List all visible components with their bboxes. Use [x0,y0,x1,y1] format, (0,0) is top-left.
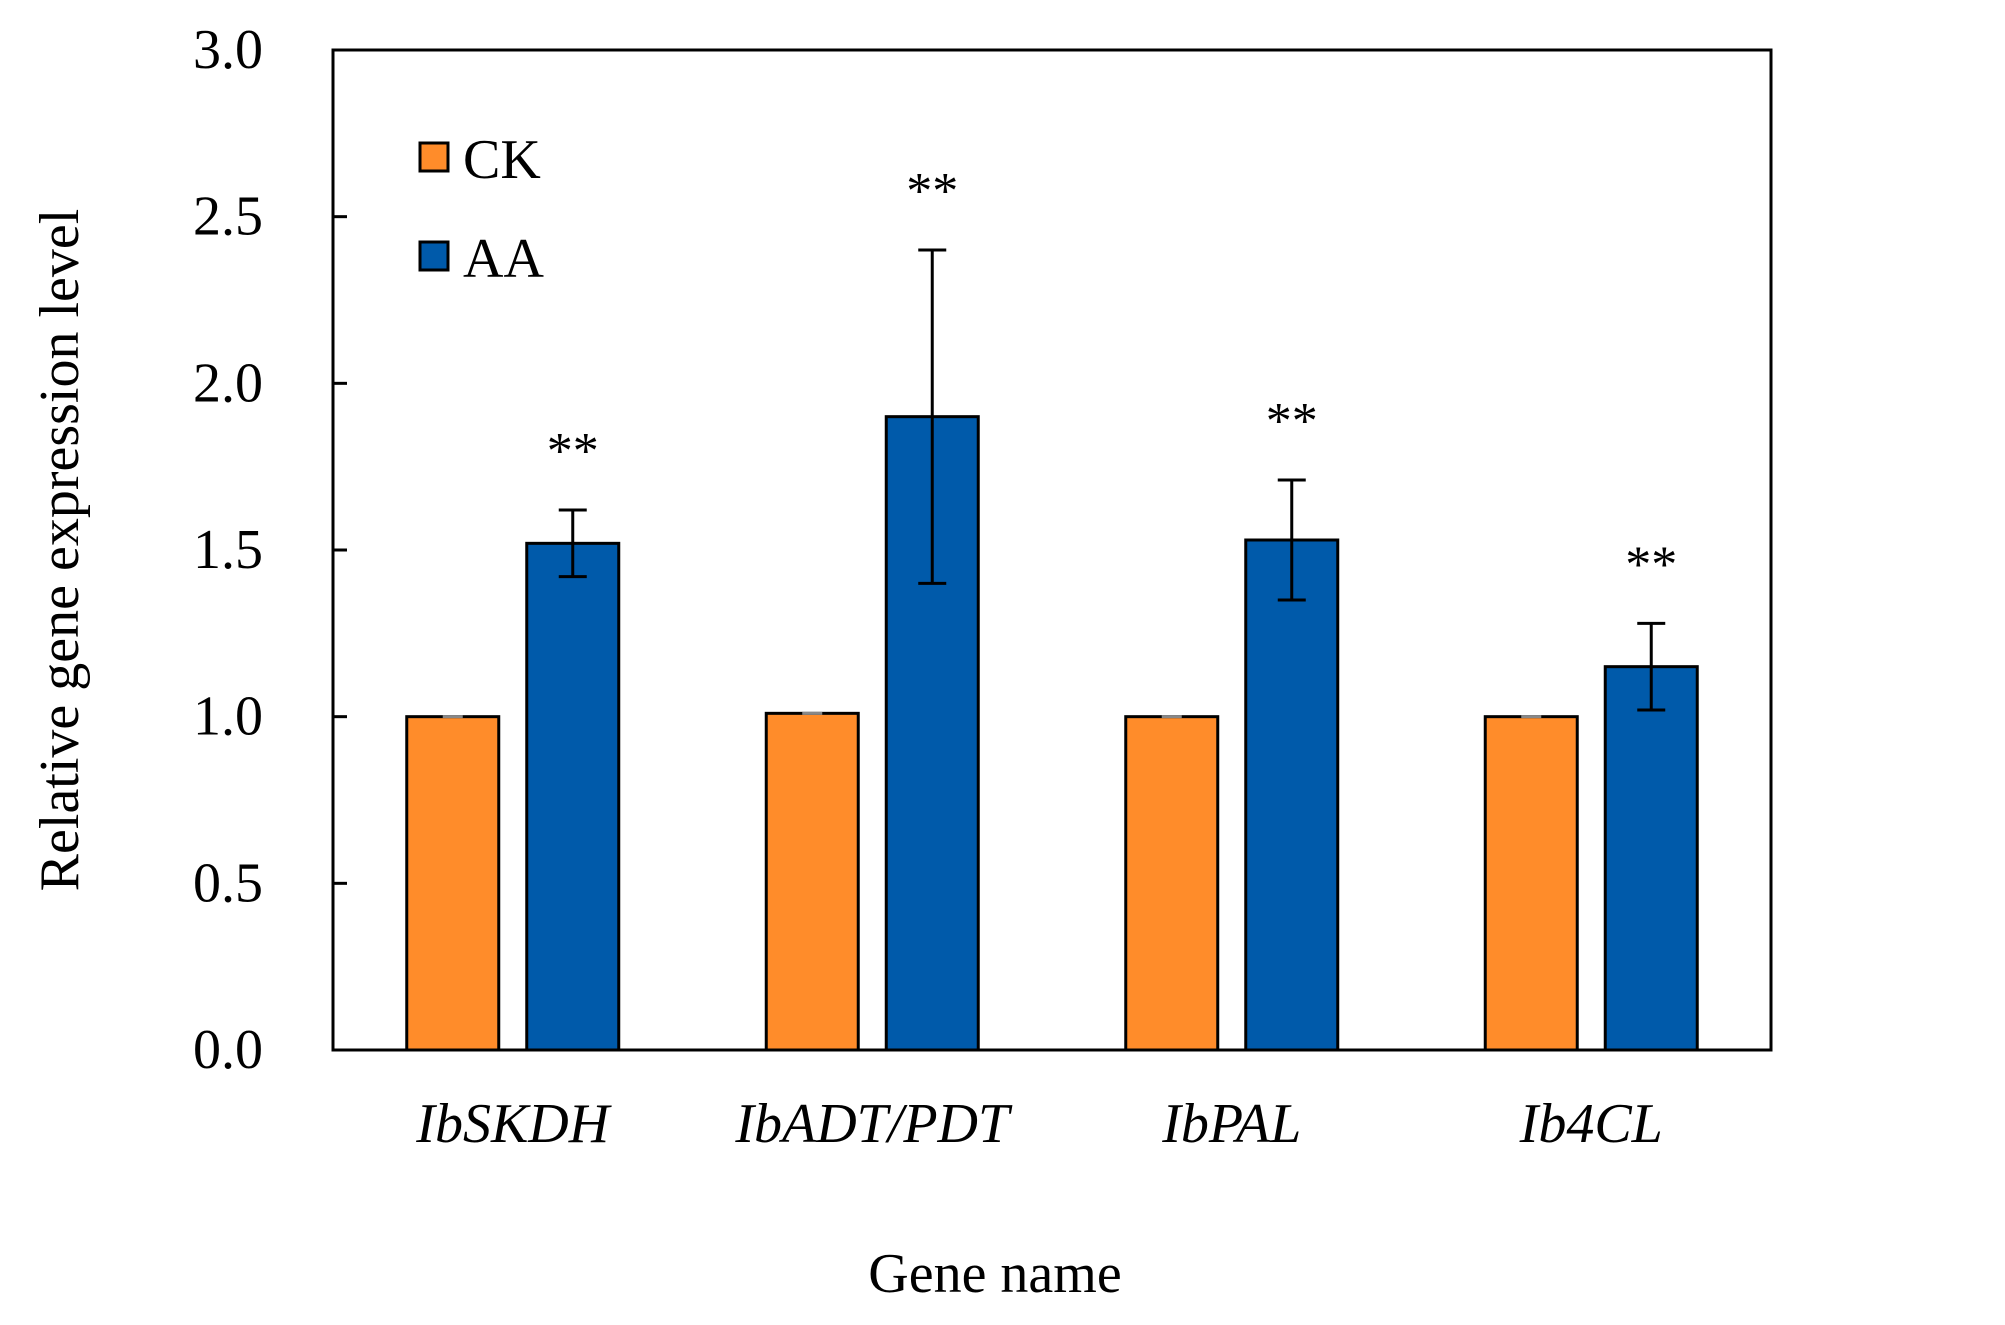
bar-ck-3 [1483,715,1579,1052]
y-axis-label: Relative gene expression level [29,209,91,892]
legend: CK AA [418,129,544,290]
x-category-label: Ib4CL [1519,1093,1663,1155]
legend-swatch-ck [418,141,450,173]
x-category-label: IbSKDH [415,1093,611,1155]
y-tick-label: 1.5 [193,519,263,581]
y-axis-ticks: 0.0 0.5 1.0 1.5 2.0 2.5 3.0 [193,19,347,1081]
y-tick-label: 3.0 [193,19,263,81]
x-axis-categories: IbSKDH IbADT/PDT IbPAL Ib4CL [415,1093,1663,1155]
legend-swatch-aa [418,240,450,272]
bar-ck-2 [1124,715,1220,1052]
significance-layer: ** ** ** ** [547,163,1678,593]
error-bars-layer [442,248,1666,719]
x-category-label: IbADT/PDT [734,1093,1013,1155]
bar-aa-3 [1603,665,1699,1052]
bar-ck-0 [405,715,501,1052]
bar-aa-2 [1244,538,1340,1052]
y-tick-label: 2.5 [193,186,263,248]
bar-aa-0 [525,541,621,1052]
significance-label: ** [1625,536,1677,593]
x-category-label: IbPAL [1161,1093,1301,1155]
significance-label: ** [1266,393,1318,450]
y-tick-label: 0.0 [193,1019,263,1081]
y-tick-label: 2.0 [193,352,263,414]
x-axis-label: Gene name [868,1243,1121,1305]
legend-label-ck: CK [463,129,541,191]
y-tick-label: 1.0 [193,686,263,748]
significance-label: ** [547,423,599,480]
y-tick-label: 0.5 [193,852,263,914]
legend-label-aa: AA [463,228,544,290]
significance-label: ** [906,163,958,220]
bars-layer [405,415,1699,1052]
bar-ck-1 [764,711,860,1052]
